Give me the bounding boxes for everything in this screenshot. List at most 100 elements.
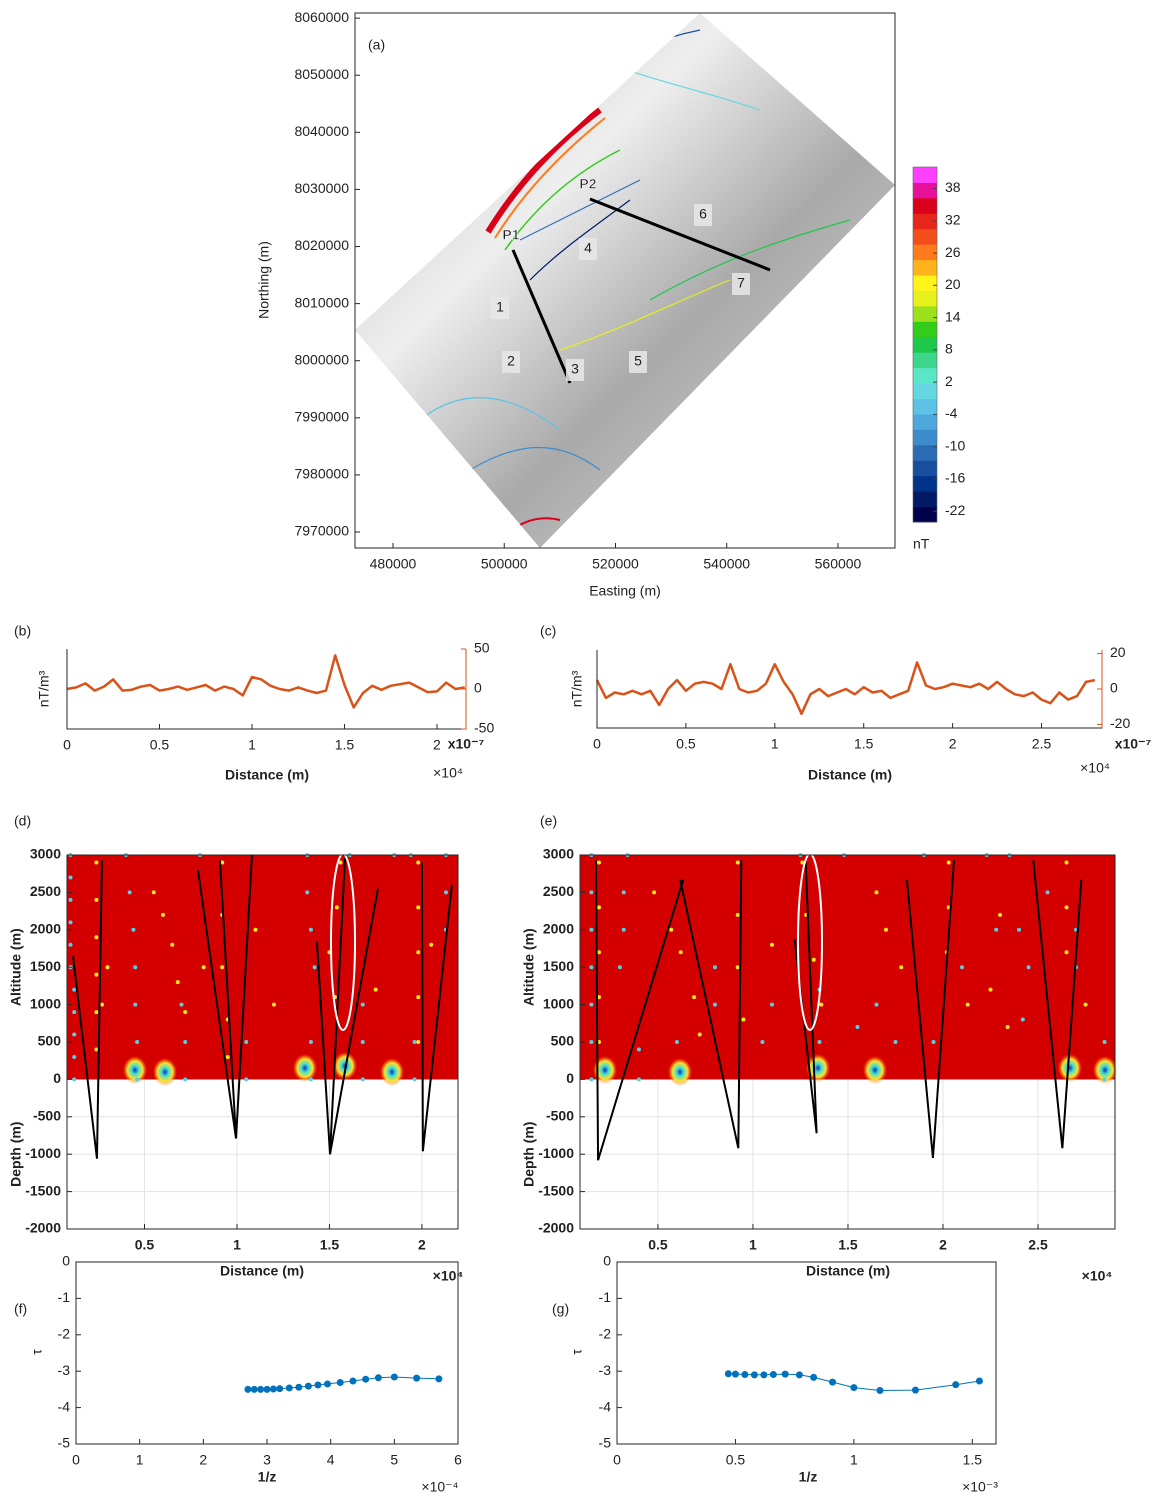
x-tick-label: 0.5 <box>648 1237 668 1253</box>
solution-point <box>589 1077 594 1082</box>
solution-point <box>105 965 110 970</box>
y-tick-label: 3000 <box>30 846 61 862</box>
solution-point <box>308 1040 313 1044</box>
data-point <box>731 1370 739 1378</box>
solution-point <box>1083 1002 1088 1007</box>
solution-point <box>1102 1040 1107 1044</box>
solution-point <box>1017 927 1022 932</box>
solution-point <box>589 965 594 970</box>
source-line <box>594 860 685 1161</box>
solution-point <box>800 860 805 865</box>
heatmap-anomaly <box>1093 1056 1117 1084</box>
solution-point <box>697 1032 702 1037</box>
x-tick-label: 2 <box>939 1237 947 1253</box>
data-line <box>595 661 1096 716</box>
y-axis-label: Depth (m) <box>8 1122 24 1187</box>
x-tick-label: 560000 <box>815 556 862 572</box>
data-point <box>244 1385 252 1393</box>
y-axis-label: τ <box>29 1349 45 1355</box>
highlight-ellipse <box>797 853 823 1031</box>
solution-point <box>1005 1025 1010 1030</box>
annotation-box <box>629 351 647 373</box>
x-tick-label: 5 <box>390 1452 398 1468</box>
axis-frame <box>75 1261 459 1445</box>
solution-point <box>72 987 77 992</box>
y-tick-label: 1000 <box>543 995 574 1011</box>
annotation-box <box>491 297 509 319</box>
y-tick-label: -20 <box>1110 715 1130 731</box>
solution-point <box>994 927 999 932</box>
colorbar-tick-label: 38 <box>945 179 961 195</box>
colorbar-band <box>913 167 937 183</box>
x-tick-label: 2 <box>418 1237 426 1253</box>
panel-label: (g) <box>552 1301 569 1317</box>
x-axis-label: Distance (m) <box>225 767 309 783</box>
y-tick-label: -3 <box>58 1362 71 1378</box>
source-line <box>420 862 453 1152</box>
solution-point <box>674 1040 679 1044</box>
annotation-box <box>579 238 597 260</box>
solution-point <box>998 912 1003 917</box>
solution-point <box>201 965 206 970</box>
data-point <box>750 1371 758 1379</box>
solution-point <box>179 1002 184 1007</box>
solution-point <box>127 890 132 895</box>
solution-point <box>72 1032 77 1037</box>
solution-point <box>1020 1017 1025 1022</box>
x-tick-label: 1 <box>749 1237 757 1253</box>
solution-point <box>135 1040 140 1044</box>
source-line <box>905 860 956 1159</box>
x-tick-label: 0.5 <box>150 737 170 753</box>
y-tick-label: -1000 <box>25 1145 61 1161</box>
x-tick-label: 1.5 <box>963 1452 983 1468</box>
data-point <box>263 1385 271 1393</box>
colorbar-band <box>913 321 937 338</box>
y-multiplier: x10⁻⁷ <box>448 736 485 752</box>
solution-point <box>312 965 317 970</box>
annotation-box <box>694 204 712 226</box>
data-point <box>285 1384 293 1392</box>
data-point <box>781 1370 789 1378</box>
data-point <box>829 1378 837 1386</box>
colorbar-band <box>913 460 937 477</box>
source-line <box>1032 860 1083 1149</box>
colorbar-tick-label: 26 <box>945 244 961 260</box>
data-point <box>769 1370 777 1378</box>
colorbar-band <box>913 491 937 508</box>
profile-label: P2 <box>579 176 596 192</box>
contour <box>649 219 851 301</box>
annotation: 1 <box>496 299 504 315</box>
contour <box>485 107 602 234</box>
x-tick-label: 0 <box>593 736 601 752</box>
solution-point <box>893 1040 898 1044</box>
data-point <box>269 1385 277 1393</box>
solution-point <box>597 950 602 955</box>
axis-frame <box>616 1261 997 1445</box>
data-point <box>741 1370 749 1378</box>
colorbar-band <box>913 429 937 446</box>
colorbar-tick-label: -10 <box>945 437 965 453</box>
solution-point <box>1064 905 1069 910</box>
y-multiplier: x10⁻⁷ <box>1115 736 1152 752</box>
data-point <box>374 1374 382 1382</box>
solution-point <box>220 860 225 865</box>
solution-point <box>94 935 99 940</box>
y-tick-label: 0 <box>474 680 482 696</box>
solution-point <box>597 860 602 865</box>
solution-point <box>692 995 697 1000</box>
colorbar-band <box>913 182 937 199</box>
solution-point <box>72 1054 77 1059</box>
x-tick-label: 0 <box>72 1452 80 1468</box>
solution-point <box>817 1040 822 1044</box>
x-tick-label: 0.5 <box>726 1452 746 1468</box>
solution-point <box>735 860 740 865</box>
x-tick-label: 1.5 <box>320 1237 340 1253</box>
colorbar-band <box>913 244 937 261</box>
solution-point <box>244 1077 249 1082</box>
y-tick-label: 7980000 <box>294 466 349 482</box>
colorbar-tick-label: -22 <box>945 502 965 518</box>
solution-point <box>72 1010 77 1015</box>
y-tick-label: -1 <box>599 1289 612 1305</box>
y-tick-label: -1500 <box>538 1182 574 1198</box>
y-tick-label: -5 <box>599 1435 612 1451</box>
